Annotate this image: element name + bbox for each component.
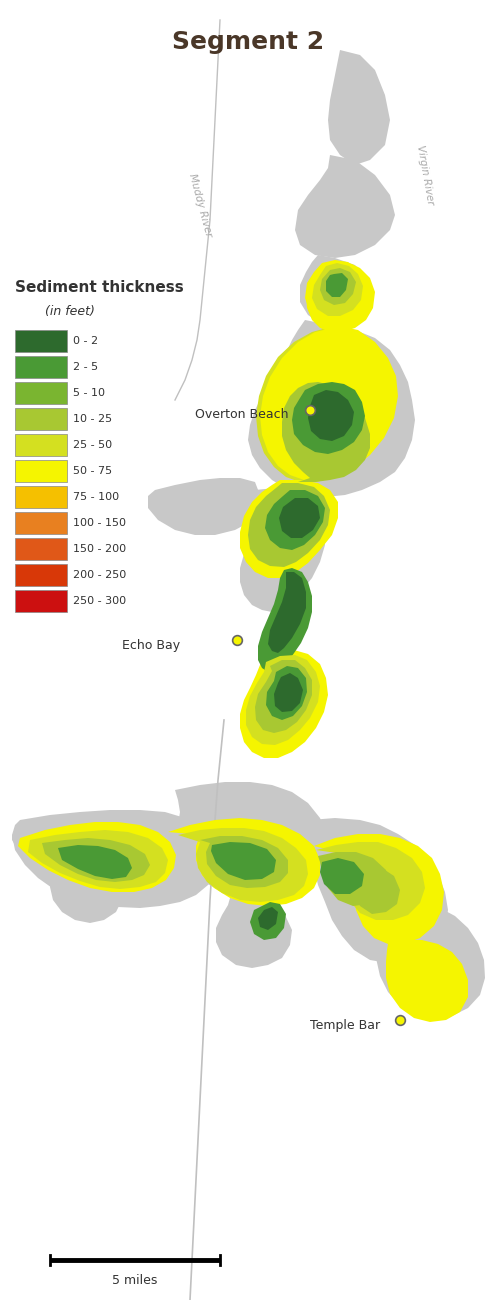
Text: 150 - 200: 150 - 200 (73, 543, 126, 554)
Text: 200 - 250: 200 - 250 (73, 569, 126, 580)
Polygon shape (386, 940, 468, 1022)
Polygon shape (12, 810, 215, 907)
Text: 25 - 50: 25 - 50 (73, 439, 112, 450)
Bar (15, 382, 67, 404)
Polygon shape (274, 673, 303, 712)
Polygon shape (282, 382, 370, 482)
Text: 100 - 150: 100 - 150 (73, 517, 126, 528)
Text: 250 - 300: 250 - 300 (73, 595, 126, 606)
Polygon shape (175, 783, 330, 898)
Polygon shape (318, 852, 388, 906)
Polygon shape (256, 328, 392, 482)
Text: 5 - 10: 5 - 10 (73, 387, 105, 398)
Polygon shape (258, 568, 312, 672)
Text: Muddy River: Muddy River (186, 173, 213, 238)
Polygon shape (305, 260, 368, 322)
Polygon shape (326, 273, 348, 296)
Bar (15, 408, 67, 430)
Text: Temple Bar: Temple Bar (310, 1018, 380, 1031)
Polygon shape (314, 835, 444, 944)
Text: 50 - 75: 50 - 75 (73, 465, 112, 476)
Bar (15, 564, 67, 586)
Text: Overton Beach: Overton Beach (195, 408, 289, 421)
Polygon shape (310, 818, 448, 963)
Text: Echo Bay: Echo Bay (122, 638, 180, 651)
Polygon shape (266, 666, 307, 720)
Polygon shape (306, 263, 375, 332)
Polygon shape (240, 480, 338, 578)
Polygon shape (200, 836, 288, 888)
Polygon shape (148, 478, 260, 536)
Bar (15, 590, 67, 612)
Polygon shape (12, 812, 182, 897)
Text: 5 miles: 5 miles (112, 1274, 158, 1287)
Bar (15, 460, 67, 482)
Polygon shape (50, 868, 122, 923)
Text: Segment 2: Segment 2 (172, 30, 324, 55)
Polygon shape (279, 498, 320, 538)
Polygon shape (240, 488, 325, 612)
Polygon shape (255, 660, 312, 733)
Polygon shape (300, 255, 368, 325)
Polygon shape (376, 905, 485, 1018)
Bar (15, 434, 67, 456)
Polygon shape (178, 828, 308, 902)
Polygon shape (216, 898, 292, 968)
Polygon shape (292, 382, 365, 454)
Text: 75 - 100: 75 - 100 (73, 491, 119, 502)
Bar (15, 512, 67, 534)
Polygon shape (271, 332, 390, 465)
Polygon shape (246, 655, 320, 745)
Polygon shape (168, 818, 320, 906)
Polygon shape (320, 858, 364, 894)
Text: 2 - 5: 2 - 5 (73, 361, 98, 372)
Bar (15, 356, 67, 378)
Polygon shape (354, 868, 400, 914)
Polygon shape (240, 650, 328, 758)
Polygon shape (248, 484, 330, 567)
Polygon shape (250, 902, 286, 940)
Text: 10 - 25: 10 - 25 (73, 413, 112, 424)
Text: Virgin River: Virgin River (415, 144, 435, 205)
Polygon shape (308, 390, 354, 441)
Polygon shape (18, 822, 176, 892)
Polygon shape (258, 907, 278, 930)
Polygon shape (268, 572, 306, 653)
Polygon shape (42, 838, 150, 881)
Polygon shape (316, 842, 425, 920)
Polygon shape (211, 842, 276, 880)
Text: Sediment thickness: Sediment thickness (15, 280, 184, 295)
Text: (in feet): (in feet) (45, 306, 95, 318)
Polygon shape (260, 328, 398, 480)
Bar (15, 486, 67, 508)
Bar (15, 538, 67, 560)
Polygon shape (320, 268, 356, 306)
Polygon shape (248, 320, 415, 497)
Polygon shape (58, 845, 132, 879)
Polygon shape (295, 155, 395, 257)
Polygon shape (328, 49, 390, 165)
Polygon shape (312, 263, 363, 316)
Polygon shape (265, 490, 325, 550)
Polygon shape (28, 829, 168, 889)
Bar (15, 330, 67, 352)
Text: 0 - 2: 0 - 2 (73, 335, 98, 346)
